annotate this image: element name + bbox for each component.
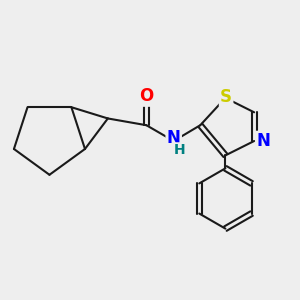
Text: S: S	[220, 88, 232, 106]
Text: H: H	[174, 143, 185, 158]
Text: O: O	[139, 88, 154, 106]
Text: N: N	[256, 132, 270, 150]
Text: N: N	[167, 129, 181, 147]
